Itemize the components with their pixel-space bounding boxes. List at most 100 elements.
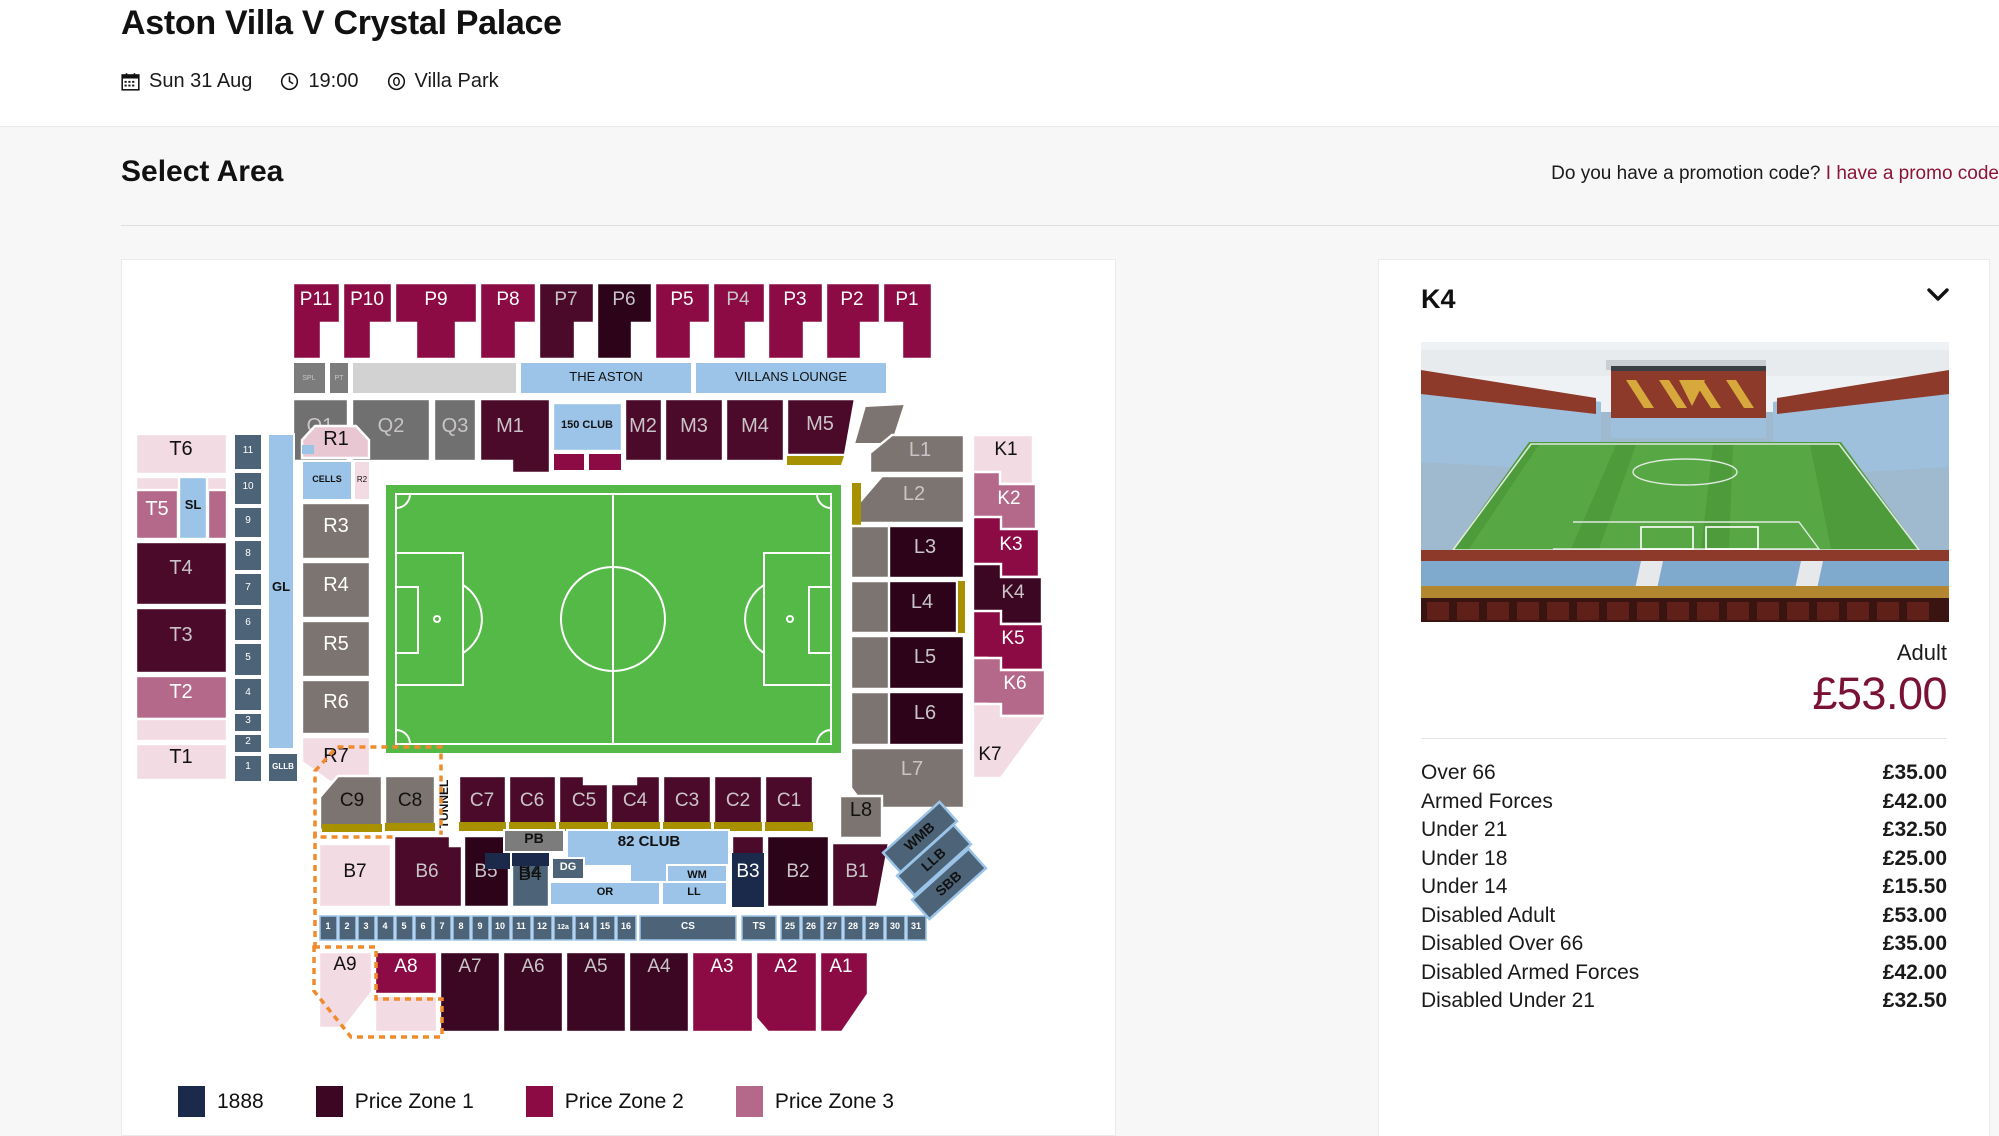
svg-text:K5: K5 xyxy=(1001,628,1024,649)
block-150-club: 150 CLUB xyxy=(551,401,624,472)
svg-text:TS: TS xyxy=(753,921,766,932)
block-L4: L4 xyxy=(849,579,966,635)
svg-text:L1: L1 xyxy=(909,439,931,461)
block-P11: P11 xyxy=(291,281,342,361)
svg-text:3: 3 xyxy=(245,715,251,726)
price-row: Disabled Over 66 £35.00 xyxy=(1421,930,1947,959)
price-row: Armed Forces £42.00 xyxy=(1421,788,1947,817)
block-L3: L3 xyxy=(849,524,966,580)
gl-num-7: 7 xyxy=(233,572,263,607)
a-row-blocks: A9 A8 A7 A6 A5 A4 A3 A2 A1 xyxy=(317,950,870,1034)
legend-label: Price Zone 3 xyxy=(774,1089,894,1113)
panel-price-header: Adult £53.00 xyxy=(1421,640,1947,720)
svg-text:GLLB: GLLB xyxy=(272,762,294,771)
block-L2: L2 xyxy=(856,474,966,525)
legend-item-zone-2: Price Zone 2 xyxy=(525,1086,684,1117)
svg-text:M3: M3 xyxy=(680,415,708,437)
cs-num-8: 8 xyxy=(452,915,471,941)
price-row-amount: £15.50 xyxy=(1882,875,1947,898)
svg-text:K1: K1 xyxy=(994,439,1017,460)
legend-label: Price Zone 1 xyxy=(354,1089,474,1113)
chevron-down-icon[interactable] xyxy=(1927,288,1949,302)
cs-num-12a: 12a xyxy=(553,915,574,941)
svg-text:9: 9 xyxy=(477,921,482,931)
price-row-amount: £25.00 xyxy=(1882,846,1947,870)
block-C1: C1 xyxy=(763,774,815,832)
svg-text:C7: C7 xyxy=(470,790,494,811)
panel-header[interactable]: K4 xyxy=(1379,260,1989,330)
svg-text:P6: P6 xyxy=(612,289,635,310)
svg-text:P3: P3 xyxy=(783,289,806,310)
block-B3: B3 xyxy=(730,834,766,909)
block-T5: T5 xyxy=(134,488,180,541)
block-GLLB: GLLB xyxy=(267,752,299,783)
price-row-label: Over 66 xyxy=(1421,761,1496,784)
price-row: Under 14 £15.50 xyxy=(1421,873,1947,902)
block-LLB: LLB xyxy=(895,823,973,897)
price-row-amount: £53.00 xyxy=(1882,903,1947,927)
block-A1: A1 xyxy=(818,950,870,1034)
svg-text:C9: C9 xyxy=(340,790,364,811)
svg-text:T5: T5 xyxy=(145,498,168,520)
selection-outline-a xyxy=(312,945,444,1039)
gl-num-9: 9 xyxy=(233,506,263,539)
q-m-row: Q1 Q2 Q3 M1 150 CLUB M2 M3 M4 M5 xyxy=(291,397,907,475)
l-column-blocks: L1 L2 L3 L4 xyxy=(838,433,966,840)
legend-item-1888: 1888 xyxy=(178,1086,264,1117)
block-M3: M3 xyxy=(663,397,725,463)
price-row: Under 18 £25.00 xyxy=(1421,845,1947,874)
block-OR: OR xyxy=(549,881,661,906)
svg-text:1: 1 xyxy=(245,761,251,772)
price-list: Over 66 £35.00 Armed Forces £42.00 Under… xyxy=(1421,759,1947,1016)
svg-text:27: 27 xyxy=(827,921,837,931)
stadium-map[interactable]: .t { font-family:"Liberation Sans",sans-… xyxy=(122,260,1117,1070)
svg-text:C8: C8 xyxy=(398,790,422,811)
panel-block-name: K4 xyxy=(1421,284,1456,314)
block-P7: P7 xyxy=(537,281,596,361)
svg-text:8: 8 xyxy=(245,548,251,559)
event-time-text: 19:00 xyxy=(308,70,359,92)
svg-text:29: 29 xyxy=(869,921,879,931)
block-B6: B6 xyxy=(392,834,464,909)
svg-text:L4: L4 xyxy=(911,591,933,613)
svg-text:M1: M1 xyxy=(496,415,524,437)
page-title: Select Area xyxy=(121,155,284,188)
promo-code-link[interactable]: I have a promo code xyxy=(1825,163,1999,184)
svg-text:K3: K3 xyxy=(999,534,1022,555)
svg-text:15: 15 xyxy=(600,921,610,931)
price-row: Disabled Adult £53.00 xyxy=(1421,902,1947,931)
svg-text:A9: A9 xyxy=(333,954,356,975)
svg-text:11: 11 xyxy=(243,445,254,456)
block-M2: M2 xyxy=(623,397,664,463)
svg-text:82 CLUB: 82 CLUB xyxy=(618,833,681,850)
block-T1: T1 xyxy=(134,742,229,782)
block-T3: T3 xyxy=(134,606,229,675)
cs-num-30: 30 xyxy=(885,915,906,941)
map-legend: 1888 Price Zone 1 Price Zone 2 Price Zon… xyxy=(178,1086,946,1117)
svg-text:A4: A4 xyxy=(647,956,671,977)
price-main-amount: £53.00 xyxy=(1812,668,1947,719)
svg-text:150 CLUB: 150 CLUB xyxy=(561,419,613,431)
svg-text:R4: R4 xyxy=(323,574,349,596)
svg-text:CELLS: CELLS xyxy=(312,474,342,484)
svg-text:10: 10 xyxy=(242,481,254,492)
block-L8: L8 xyxy=(838,794,884,840)
promo-question: Do you have a promotion code? xyxy=(1551,163,1821,184)
corner-boxes: WMB LLB SBB xyxy=(881,800,988,921)
svg-text:A6: A6 xyxy=(521,956,544,977)
block-C7: C7 xyxy=(457,774,508,832)
svg-text:K7: K7 xyxy=(978,744,1001,765)
price-row: Disabled Under 21 £32.50 xyxy=(1421,987,1947,1016)
svg-text:11: 11 xyxy=(516,921,526,931)
r-column-blocks: R1 CELLS R2 R3 R4 R5 R6 R7 xyxy=(300,424,372,784)
block-R5: R5 xyxy=(300,619,372,679)
block-P5: P5 xyxy=(653,281,712,361)
block-K7: K7 xyxy=(971,702,1049,780)
block-detail-panel: K4 xyxy=(1378,259,1990,1136)
price-row: Over 66 £35.00 xyxy=(1421,759,1947,788)
svg-text:A1: A1 xyxy=(829,956,852,977)
svg-text:3: 3 xyxy=(363,921,368,931)
svg-text:P10: P10 xyxy=(350,289,384,310)
svg-text:TUNNEL: TUNNEL xyxy=(437,780,451,829)
svg-text:T4: T4 xyxy=(169,557,192,579)
